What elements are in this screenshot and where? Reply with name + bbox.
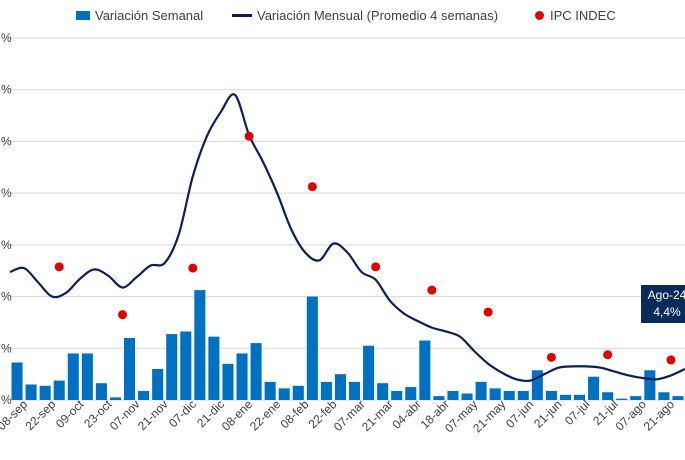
bar [124,337,136,400]
x-tick-label: 08-ene [219,397,256,434]
bar [363,345,375,400]
bar [320,381,332,400]
legend-item-monthly: Variación Mensual (Promedio 4 semanas) [232,8,498,23]
legend-label-weekly: Variación Semanal [95,8,204,23]
x-tick-label: 22-sep [22,397,58,433]
bar [278,388,290,400]
bar [222,363,234,400]
bar [405,387,417,400]
bar [447,390,459,400]
latest-value-callout: Ago-24 4,4% [641,285,685,323]
x-tick-label: 21-nov [135,397,171,433]
bar [166,334,178,400]
ipc-point [54,262,64,272]
ipc-point [188,263,198,273]
x-tick-label: 07-jun [503,397,536,430]
callout-period: Ago-24 [647,288,685,302]
bar [531,370,543,400]
bar [545,390,557,400]
x-tick-label: 21-jun [531,397,564,430]
y-tick-label: % [1,134,12,148]
bar [602,392,614,400]
bar [236,353,248,400]
bar [419,340,431,400]
bar [109,397,121,400]
bar [81,353,93,400]
y-tick-label: % [1,186,12,200]
bar [517,390,529,400]
x-tick-label: 21-mar [359,397,396,434]
legend-dot-swatch [535,11,544,20]
ipc-point [307,182,317,192]
bar [334,374,346,400]
bar [53,380,65,400]
bar [658,392,670,400]
ipc-point [666,355,676,365]
x-tick-label: 07-jul [562,397,593,428]
x-tick-label: 21-ago [641,397,678,434]
y-tick-label: % [1,393,12,407]
monthly-series-line [9,93,685,383]
bar [11,362,23,400]
ipc-point [427,285,437,295]
bar [644,370,656,400]
x-tick-label: 22-ene [247,397,284,434]
bar [208,336,220,400]
bar [349,381,361,400]
legend-label-ipc: IPC INDEC [550,8,616,23]
x-tick-label: 07-nov [107,397,143,433]
bar [574,394,586,400]
x-tick-label: 09-oct [53,397,87,431]
bar [433,396,445,400]
bar [377,383,389,400]
bar [630,396,642,400]
bar [475,381,487,400]
bar [39,385,51,400]
ipc-point [244,131,254,141]
ipc-point [546,352,556,362]
x-tick-label: 08-feb [277,397,311,431]
bar [306,296,318,400]
x-tick-label: 07-dic [166,397,199,430]
bar [292,385,304,400]
bar [672,396,684,400]
bar [489,388,501,400]
callout-value: 4,4% [653,305,681,319]
bar [616,398,628,400]
ipc-point [483,307,493,317]
y-tick-label: % [1,341,12,355]
ipc-point [118,310,127,320]
ipc-point [371,262,381,272]
bar [391,390,403,400]
x-tick-label: 04-abr [390,397,424,431]
y-tick-label: % [1,238,12,252]
bar [152,368,164,400]
bar [250,343,262,400]
y-tick-label: % [1,290,12,304]
legend: Variación Semanal Variación Mensual (Pro… [0,8,685,28]
legend-bar-swatch [76,11,90,20]
bar [95,383,107,400]
legend-item-ipc: IPC INDEC [535,8,616,23]
ipc-point [603,350,613,360]
bar [194,290,206,400]
bar [25,384,37,400]
bar [503,390,515,400]
bar [138,390,150,400]
bar [461,393,473,400]
bar [180,331,192,400]
y-tick-label: % [1,31,12,45]
bar [559,394,571,400]
bar [588,376,600,400]
bar [264,381,276,400]
y-tick-label: % [1,83,12,97]
bar [67,353,79,400]
legend-line-swatch [232,14,252,17]
x-tick-label: 07-ago [613,397,650,434]
legend-item-weekly: Variación Semanal [76,8,203,23]
legend-label-monthly: Variación Mensual (Promedio 4 semanas) [257,8,499,23]
